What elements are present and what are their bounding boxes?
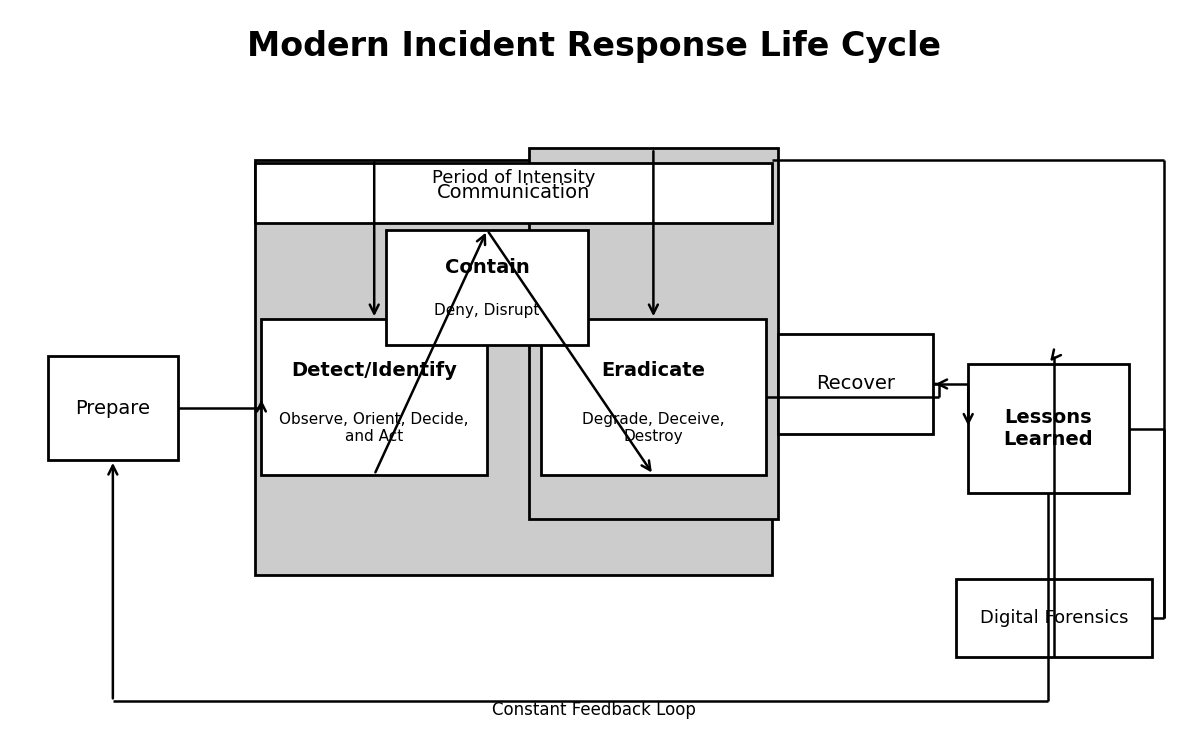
Bar: [48, 356, 178, 460]
Text: Observe, Orient, Decide,
and Act: Observe, Orient, Decide, and Act: [279, 412, 469, 444]
Text: Detect/Identify: Detect/Identify: [291, 361, 457, 380]
Text: Contain: Contain: [444, 258, 530, 278]
Bar: [968, 364, 1129, 493]
Text: Constant Feedback Loop: Constant Feedback Loop: [492, 701, 696, 719]
Bar: [956, 579, 1152, 657]
Text: Recover: Recover: [816, 375, 895, 393]
Bar: [541, 319, 766, 475]
Bar: [778, 334, 933, 434]
Text: Prepare: Prepare: [75, 398, 151, 418]
Bar: [261, 319, 487, 475]
Text: Communication: Communication: [437, 183, 590, 203]
Text: Period of Intensity: Period of Intensity: [432, 169, 595, 187]
Text: Deny, Disrupt: Deny, Disrupt: [435, 303, 539, 318]
Bar: [529, 148, 778, 519]
Text: Digital Forensics: Digital Forensics: [980, 608, 1129, 627]
Bar: [255, 163, 772, 223]
Text: Degrade, Deceive,
Destroy: Degrade, Deceive, Destroy: [582, 412, 725, 444]
Bar: [255, 160, 772, 575]
Bar: [386, 230, 588, 345]
Text: Eradicate: Eradicate: [601, 361, 706, 380]
Text: Lessons
Learned: Lessons Learned: [1004, 408, 1093, 449]
Text: Modern Incident Response Life Cycle: Modern Incident Response Life Cycle: [247, 30, 941, 62]
